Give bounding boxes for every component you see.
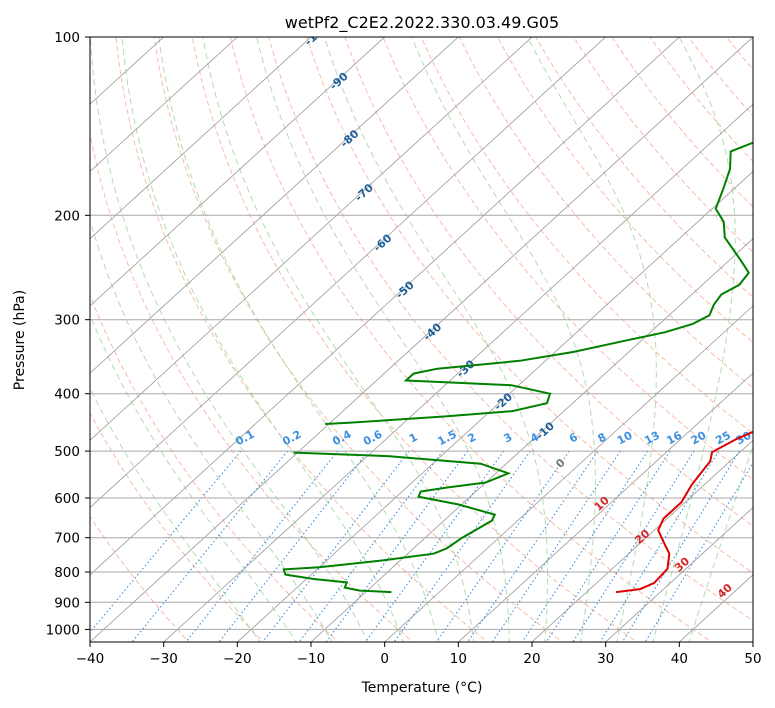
isotherm-line	[310, 238, 753, 642]
x-tick-label: 40	[671, 651, 688, 667]
mixing-ratio-line	[131, 450, 289, 642]
mixing-ratio-label: 16	[664, 429, 684, 448]
y-tick-label: 300	[54, 313, 80, 329]
x-tick-label: 20	[523, 651, 540, 667]
dry-adiabat	[191, 37, 638, 642]
moist-adiabat	[90, 37, 369, 642]
dry-adiabat	[535, 37, 753, 298]
isotherm-line	[90, 37, 312, 240]
moist-adiabat	[90, 218, 333, 642]
dry-adiabat	[90, 131, 414, 642]
mixing-ratio-label: 10	[615, 429, 635, 448]
mixing-ratio-line	[621, 450, 740, 642]
y-tick-label: 500	[54, 444, 80, 460]
x-tick-label: 50	[744, 651, 761, 667]
y-tick-label: 900	[54, 595, 80, 611]
isotherm-label: -100	[302, 20, 331, 48]
dry-adiabat	[306, 37, 753, 574]
mixing-ratio-line	[325, 450, 468, 642]
isotherm-line	[531, 439, 753, 642]
chart-title: wetPf2_C2E2.2022.330.03.49.G05	[285, 13, 559, 33]
x-tick-label: −40	[76, 651, 105, 667]
isotherm-line	[90, 37, 607, 509]
x-tick-label: −10	[297, 651, 326, 667]
mixing-ratio-line	[185, 450, 339, 642]
isotherm-line	[384, 305, 753, 642]
isotherm-line	[90, 37, 680, 576]
isotherm-line	[90, 37, 533, 441]
y-tick-label: 400	[54, 387, 80, 403]
y-tick-label: 100	[54, 30, 80, 46]
temperature-line	[615, 430, 753, 594]
isotherm-line	[90, 37, 238, 172]
dry-adiabat	[382, 37, 753, 481]
dewpoint-line-upper	[325, 141, 753, 425]
mixing-ratio-line	[644, 461, 753, 642]
isotherm-line	[90, 37, 753, 642]
x-tick-label: 0	[380, 651, 389, 667]
isotherm-line	[457, 372, 753, 642]
x-tick-label: −30	[149, 651, 178, 667]
y-axis-label: Pressure (hPa)	[12, 290, 28, 390]
y-tick-label: 200	[54, 208, 80, 224]
y-tick-label: 600	[54, 491, 80, 507]
x-tick-label: 30	[597, 651, 614, 667]
y-tick-label: 800	[54, 565, 80, 581]
mixing-ratio-line	[298, 450, 444, 642]
dry-adiabat	[344, 37, 753, 527]
isotherm-line	[236, 170, 753, 642]
mixing-ratio-line	[262, 450, 410, 642]
isotherm-line	[90, 37, 459, 374]
mixing-ratio-line	[466, 450, 599, 642]
mixing-ratio-label: 20	[689, 429, 709, 448]
isotherm-line	[90, 37, 386, 307]
mixing-ratio-label: 13	[642, 429, 662, 448]
y-tick-label: 1000	[46, 622, 80, 638]
dewpoint-line-lower	[282, 451, 512, 594]
mixing-ratio-line	[218, 450, 369, 642]
x-tick-label: −20	[223, 651, 252, 667]
isotherm-line	[605, 506, 753, 642]
y-tick-label: 700	[54, 531, 80, 547]
dry-adiabat	[458, 37, 753, 389]
mixing-ratio-line	[435, 450, 570, 642]
x-tick-label: 10	[450, 651, 467, 667]
plot-frame	[89, 36, 754, 643]
isotherm-line	[163, 103, 753, 642]
mixing-ratio-line	[491, 450, 621, 642]
x-axis-label: Temperature (°C)	[361, 680, 483, 696]
mixing-ratio-line	[521, 450, 649, 642]
